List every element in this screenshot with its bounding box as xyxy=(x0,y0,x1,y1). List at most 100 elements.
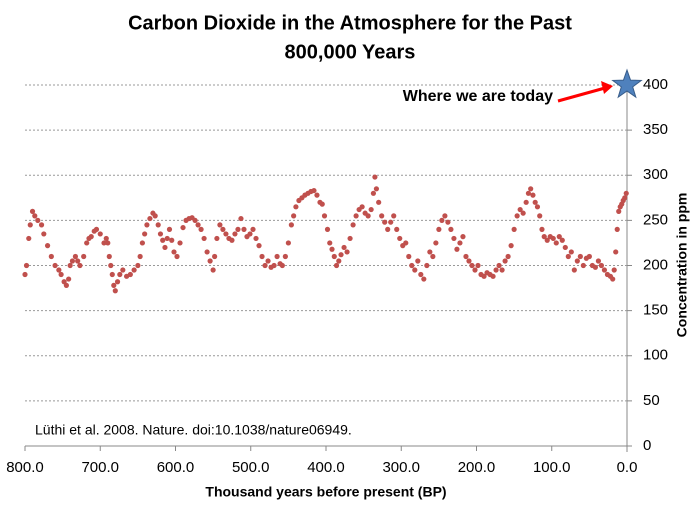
source-note: Lüthi et al. 2008. Nature. doi:10.1038/n… xyxy=(35,422,352,438)
y-tick-label: 200 xyxy=(643,256,668,273)
data-point xyxy=(499,267,505,273)
data-point xyxy=(259,253,265,260)
data-point xyxy=(212,253,218,260)
data-point xyxy=(169,237,175,243)
data-point xyxy=(282,253,288,260)
data-point xyxy=(63,282,69,288)
data-point xyxy=(353,213,359,219)
data-point xyxy=(58,271,64,278)
data-point xyxy=(350,222,356,228)
chart-title: Carbon Dioxide in the Atmosphere for the… xyxy=(128,12,572,34)
data-point xyxy=(56,267,62,273)
data-point xyxy=(311,187,317,194)
data-point xyxy=(528,186,534,192)
data-point xyxy=(433,240,439,246)
data-point xyxy=(285,240,291,246)
data-point xyxy=(112,288,118,294)
data-point xyxy=(180,224,186,231)
data-point xyxy=(265,258,271,264)
data-point xyxy=(101,240,107,246)
data-point xyxy=(329,246,335,252)
data-point xyxy=(365,213,371,219)
data-point xyxy=(541,234,547,240)
data-point xyxy=(135,262,141,269)
data-point xyxy=(403,240,409,246)
data-point xyxy=(333,262,340,269)
data-point xyxy=(142,231,148,237)
chart-title: 800,000 Years xyxy=(285,41,416,63)
data-point xyxy=(117,271,123,278)
data-point xyxy=(598,262,605,269)
data-point xyxy=(127,271,133,278)
data-point xyxy=(97,231,103,237)
data-point xyxy=(544,237,550,243)
data-point xyxy=(336,258,342,264)
data-point xyxy=(217,222,223,228)
data-point xyxy=(29,208,36,214)
data-point xyxy=(22,271,28,278)
x-tick-label: 200.0 xyxy=(458,459,496,476)
x-tick-label: 0.0 xyxy=(617,459,638,476)
data-point xyxy=(344,249,350,255)
data-point xyxy=(198,226,204,232)
data-point xyxy=(424,262,430,269)
data-point xyxy=(613,249,619,255)
data-point xyxy=(72,253,79,260)
data-point xyxy=(505,253,511,260)
data-point xyxy=(514,213,520,219)
data-point xyxy=(207,258,213,264)
data-point xyxy=(256,243,262,249)
data-point xyxy=(502,258,508,264)
data-point xyxy=(27,222,33,228)
data-point xyxy=(370,190,377,196)
data-point xyxy=(324,226,331,232)
data-point xyxy=(84,240,90,246)
data-point xyxy=(427,249,433,255)
data-point xyxy=(23,262,30,269)
data-point xyxy=(77,262,83,269)
data-point xyxy=(235,226,241,232)
data-point xyxy=(571,267,577,273)
data-point xyxy=(454,246,460,252)
x-axis-label: Thousand years before present (BP) xyxy=(205,484,446,500)
data-point xyxy=(610,276,616,282)
data-point xyxy=(160,237,166,243)
data-point xyxy=(409,262,415,269)
y-tick-label: 0 xyxy=(643,437,651,454)
data-point xyxy=(530,192,536,198)
data-point xyxy=(152,213,158,219)
data-point xyxy=(109,271,115,278)
data-point xyxy=(338,252,344,258)
data-point xyxy=(525,190,532,196)
y-tick-label: 350 xyxy=(643,121,668,138)
data-point xyxy=(577,253,583,260)
data-point xyxy=(614,226,620,232)
data-point xyxy=(88,234,94,240)
data-point xyxy=(32,213,38,219)
data-point xyxy=(451,235,457,242)
data-point xyxy=(475,262,481,269)
data-point xyxy=(319,201,325,207)
data-point xyxy=(436,226,442,232)
data-point xyxy=(562,244,568,251)
data-point xyxy=(496,262,502,269)
data-point xyxy=(293,204,299,210)
data-point xyxy=(421,276,427,282)
data-point xyxy=(616,208,622,214)
data-point xyxy=(347,235,353,242)
data-point xyxy=(67,262,73,269)
data-point xyxy=(611,267,617,273)
data-point xyxy=(103,235,109,242)
data-point xyxy=(388,219,394,225)
data-point xyxy=(520,210,526,216)
data-point xyxy=(448,226,454,232)
data-point xyxy=(359,204,365,210)
data-point xyxy=(114,279,121,285)
data-point xyxy=(430,253,436,260)
y-tick-label: 250 xyxy=(643,211,668,228)
data-point xyxy=(195,222,201,228)
data-point xyxy=(223,231,229,237)
data-point xyxy=(532,199,538,205)
today-star xyxy=(611,68,643,99)
